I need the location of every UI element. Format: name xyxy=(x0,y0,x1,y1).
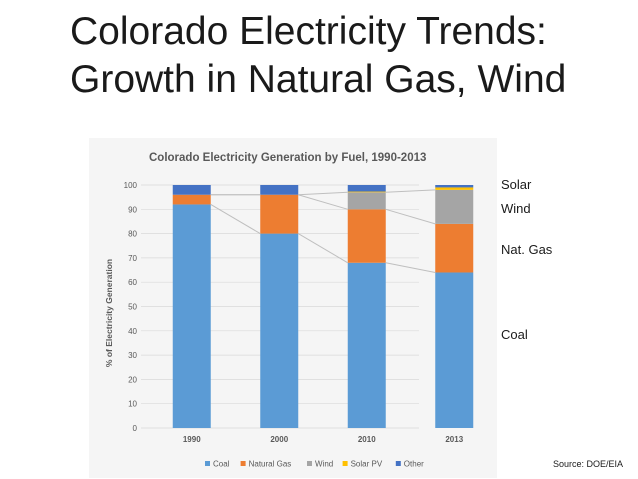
y-tick-label: 90 xyxy=(128,205,137,214)
bar-natural-gas xyxy=(172,194,211,205)
legend-label: Other xyxy=(404,460,424,469)
y-tick-label: 40 xyxy=(128,327,137,336)
legend-swatch xyxy=(240,461,246,466)
x-tick-label: 2000 xyxy=(270,435,288,444)
bar-wind xyxy=(435,189,474,224)
trend-line-natural-gas xyxy=(385,208,436,225)
bar-solar-pv xyxy=(347,191,386,193)
solar-annotation: Solar xyxy=(501,177,532,192)
legend-swatch xyxy=(395,461,401,466)
chart-title: Colorado Electricity Generation by Fuel,… xyxy=(149,152,426,164)
y-axis-label: % of Electricity Generation xyxy=(104,259,114,367)
bar-wind xyxy=(347,192,386,210)
bar-solar-pv xyxy=(435,187,474,190)
stacked-bar-chart: Colorado Electricity Generation by Fuel,… xyxy=(104,152,474,469)
y-tick-label: 0 xyxy=(133,424,138,433)
x-tick-label: 1990 xyxy=(183,435,201,444)
bar-other xyxy=(347,185,386,192)
y-tick-label: 100 xyxy=(124,181,138,190)
trend-line-coal xyxy=(210,204,261,235)
y-tick-label: 80 xyxy=(128,230,137,239)
bar-natural-gas xyxy=(347,209,386,263)
slide-title-line-1: Colorado Electricity Trends: xyxy=(70,10,547,53)
chart-panel: Colorado Electricity Generation by Fuel,… xyxy=(89,138,497,478)
nat-gas-annotation: Nat. Gas xyxy=(501,242,553,257)
bar-natural-gas xyxy=(260,194,299,234)
bar-natural-gas xyxy=(435,223,474,273)
bar-other xyxy=(172,185,211,195)
y-tick-label: 20 xyxy=(128,375,137,384)
coal-annotation: Coal xyxy=(501,327,528,342)
legend-swatch xyxy=(342,461,348,466)
y-tick-label: 70 xyxy=(128,254,137,263)
bar-coal xyxy=(347,262,386,428)
trend-line-wind xyxy=(298,191,348,196)
legend-label: Coal xyxy=(213,460,230,469)
bar-coal xyxy=(260,233,299,428)
y-tick-label: 10 xyxy=(128,400,137,409)
x-tick-label: 2010 xyxy=(358,435,376,444)
y-tick-label: 50 xyxy=(128,303,137,312)
trend-line-wind xyxy=(385,189,436,193)
legend-label: Solar PV xyxy=(351,460,383,469)
x-tick-label: 2013 xyxy=(445,435,463,444)
slide-title-line-2: Growth in Natural Gas, Wind xyxy=(70,58,567,101)
slide-title: Colorado Electricity Trends: Growth in N… xyxy=(70,8,630,104)
y-tick-label: 60 xyxy=(128,278,137,287)
bar-coal xyxy=(435,272,474,428)
bar-coal xyxy=(172,204,211,428)
source-note: Source: DOE/EIA xyxy=(553,459,624,469)
legend-label: Wind xyxy=(315,460,333,469)
legend-swatch xyxy=(307,461,312,466)
y-tick-label: 30 xyxy=(128,351,137,360)
bar-other xyxy=(435,185,474,188)
trend-line-coal xyxy=(385,262,436,273)
wind-annotation: Wind xyxy=(501,201,531,216)
trend-line-coal xyxy=(297,233,349,264)
trend-line-natural-gas xyxy=(298,194,348,210)
legend-label: Natural Gas xyxy=(249,460,292,469)
legend-swatch xyxy=(205,461,210,466)
bar-other xyxy=(260,185,299,195)
